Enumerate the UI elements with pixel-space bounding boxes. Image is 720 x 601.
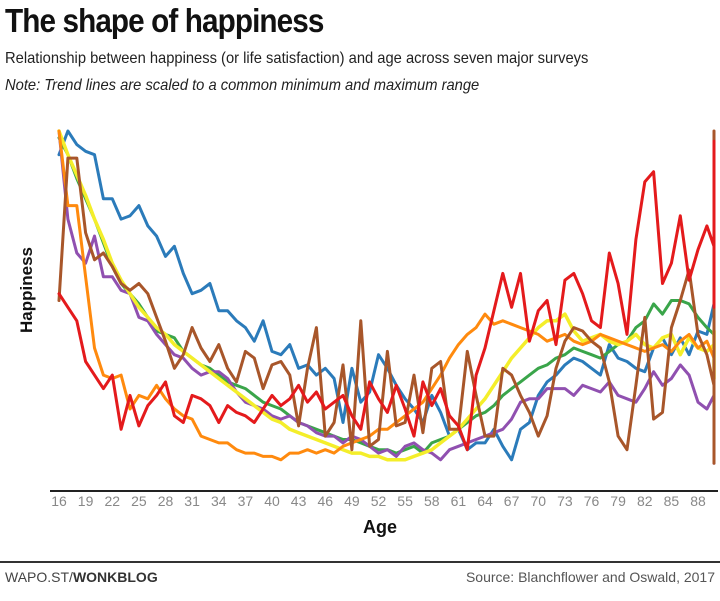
x-tick-label: 40	[264, 493, 280, 509]
footer-credit: WAPO.ST/WONKBLOG	[5, 569, 158, 585]
x-tick-label: 70	[531, 493, 547, 509]
x-tick-label: 37	[238, 493, 254, 509]
x-tick-label: 52	[371, 493, 387, 509]
x-tick-labels: 16 19 22 25 28 31 34 37 40 43 46 49 52 55 58 61 64 67 70 73…	[51, 493, 706, 509]
x-tick-label: 22	[105, 493, 121, 509]
x-tick-label: 61	[451, 493, 467, 509]
footer-divider	[0, 561, 720, 563]
x-tick-label: 85	[664, 493, 680, 509]
x-tick-label: 16	[51, 493, 67, 509]
x-tick-label: 49	[344, 493, 360, 509]
series-line-brown	[57, 129, 716, 465]
series-line-blue	[57, 129, 716, 462]
x-tick-label: 82	[637, 493, 653, 509]
x-tick-label: 64	[477, 493, 493, 509]
chart-subtitle: Relationship between happiness (or life …	[5, 50, 589, 67]
series-line-red	[57, 139, 716, 452]
y-axis-label: Happiness	[17, 247, 36, 333]
footer-source: Source: Blanchflower and Oswald, 2017	[465, 569, 715, 585]
series-lines	[57, 129, 716, 465]
x-tick-label: 19	[78, 493, 94, 509]
x-tick-label: 73	[557, 493, 573, 509]
x-tick-label: 28	[158, 493, 174, 509]
x-tick-label: 25	[131, 493, 147, 509]
series-line-green	[57, 136, 716, 455]
footer-credit-brand: WONKBLOG	[72, 569, 158, 585]
chart-note: Note: Trend lines are scaled to a common…	[5, 77, 480, 94]
x-tick-label: 34	[211, 493, 227, 509]
series-line-purple	[57, 129, 716, 465]
x-tick-label: 43	[291, 493, 307, 509]
x-axis-label: Age	[362, 517, 398, 537]
x-tick-label: 79	[610, 493, 626, 509]
x-tick-label: 58	[424, 493, 440, 509]
footer-credit-prefix: WAPO.ST/	[5, 569, 73, 585]
chart-title: The shape of happiness	[5, 2, 324, 39]
x-tick-label: 46	[318, 493, 334, 509]
series-line-orange	[57, 129, 716, 462]
x-tick-label: 55	[397, 493, 413, 509]
x-tick-label: 67	[504, 493, 520, 509]
x-tick-label: 31	[184, 493, 200, 509]
x-tick-label: 76	[584, 493, 600, 509]
x-tick-label: 88	[690, 493, 706, 509]
